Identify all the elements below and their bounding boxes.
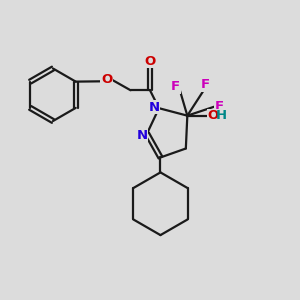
Text: O: O bbox=[101, 73, 112, 86]
Text: F: F bbox=[201, 78, 210, 92]
Text: H: H bbox=[215, 109, 226, 122]
Text: O: O bbox=[208, 109, 219, 122]
Text: F: F bbox=[214, 100, 224, 112]
Text: F: F bbox=[171, 80, 180, 93]
Text: N: N bbox=[137, 129, 148, 142]
Text: N: N bbox=[148, 100, 160, 113]
Text: O: O bbox=[144, 55, 156, 68]
